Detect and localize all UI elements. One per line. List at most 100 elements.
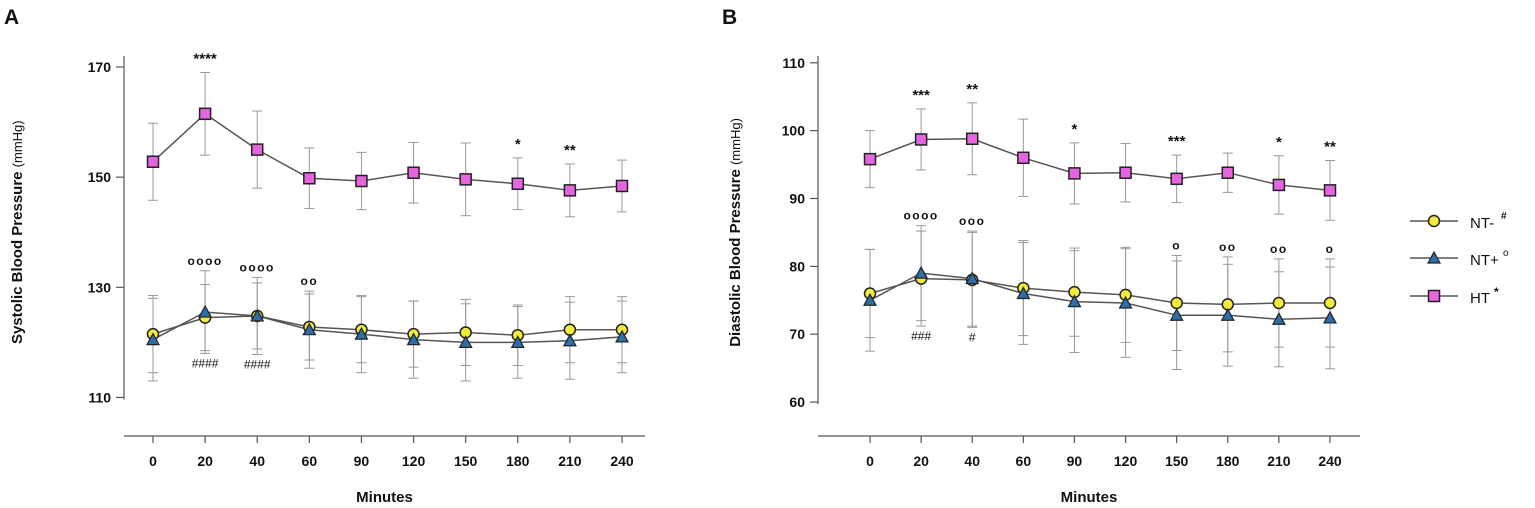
panel-b-y-tick-label: 100: [782, 123, 806, 139]
panel-a-significance-label: *: [515, 136, 521, 153]
panel-b-y-tick-label: 80: [789, 258, 805, 274]
panel-a-significance-label: oooo: [240, 260, 275, 274]
panel-b-series-line-ht: [869, 138, 1331, 192]
panel-b-significance-label: o: [1172, 239, 1181, 253]
panel-b-significance-label: ***: [1168, 133, 1186, 150]
legend-item-nt-plus: NT+ o: [1410, 248, 1509, 269]
panel-b-point-nt-plus: [1016, 286, 1031, 300]
panel-b-point-nt-plus: [862, 293, 878, 306]
panel-b-x-tick-label: 210: [1267, 453, 1291, 469]
panel-a-x-tick-label: 210: [558, 453, 582, 469]
panel-a-series-line-nt-minus: [152, 315, 622, 336]
legend-sup-ht: *: [1494, 285, 1499, 299]
panel-b-significance-label: #: [969, 330, 976, 344]
panel-a-x-axis-title: Minutes: [356, 489, 413, 506]
panel-a-x-tick-label: 150: [454, 453, 478, 469]
panel-b-significance-label: oooo: [903, 209, 938, 223]
panel-a-point-nt-plus: [354, 326, 369, 340]
panel-a-point-nt-plus: [198, 304, 213, 318]
panel-a-point-ht: [250, 143, 264, 156]
panel-b-y-tick-label: 70: [789, 326, 805, 342]
legend-item-ht: HT *: [1410, 285, 1499, 307]
panel-b-series-line-nt-minus: [869, 277, 1330, 306]
panel-b-x-tick-label: 40: [964, 453, 980, 469]
panel-a-point-ht: [459, 173, 472, 186]
legend: NT- # NT+ o HT *: [1410, 211, 1509, 307]
legend-sup-nt-plus: o: [1503, 248, 1509, 259]
panel-a-systolic-chart: 110 130 150 170 0 20 40 60 90 120 150 180 210 240 Minu…: [9, 51, 645, 506]
panel-a-point-ht: [303, 172, 316, 185]
panel-a-y-tick-label: 110: [88, 389, 111, 405]
panel-b-point-nt-plus: [1271, 312, 1286, 325]
panel-b-significance-label: ***: [912, 87, 930, 104]
panel-b-point-ht: [863, 152, 877, 166]
panel-b-point-nt-plus: [1169, 307, 1184, 321]
panel-a-series-line-ht: [152, 112, 623, 192]
panel-b-x-tick-label: 180: [1216, 453, 1240, 469]
panel-a-point-ht: [146, 155, 160, 168]
panel-b-point-ht: [1170, 172, 1183, 186]
panel-b-point-ht: [1221, 166, 1235, 179]
panel-b-point-nt-minus: [1272, 296, 1286, 310]
panel-a-significance-label: oo: [300, 274, 318, 288]
panel-b-y-axis-title-main: Diastolic Blood Pressure: [727, 165, 744, 347]
legend-item-nt-minus: NT- #: [1410, 211, 1507, 232]
panel-a-x-tick-label: 40: [249, 453, 265, 469]
legend-marker-ht: [1427, 289, 1441, 303]
panel-b-significance-label: **: [966, 81, 978, 98]
panel-a-x-tick-label: 90: [354, 453, 370, 469]
panel-b-point-ht: [1272, 178, 1286, 192]
panel-b-point-ht: [1068, 167, 1081, 180]
panel-b-point-nt-plus: [1322, 310, 1338, 324]
panel-b-x-tick-label: 150: [1165, 453, 1189, 469]
panel-a-y-tick-label: 170: [88, 59, 112, 75]
panel-a-point-ht: [407, 166, 420, 180]
panel-a-y-axis-title: Systolic Blood Pressure (mmHg): [9, 120, 26, 344]
panel-b-x-tick-label: 20: [913, 453, 929, 469]
panel-a-significance-label: ####: [192, 356, 219, 370]
panel-b-point-ht: [1323, 184, 1337, 197]
panel-b-x-tick-label: 90: [1067, 453, 1083, 469]
panel-b-y-tick-label: 90: [789, 191, 805, 207]
panel-b-significance-label: o: [1326, 242, 1335, 256]
panel-a-y-tick-label: 150: [88, 169, 112, 185]
panel-a-point-nt-plus: [510, 335, 525, 348]
panel-a-y-axis-title-unit: (mmHg): [10, 120, 25, 167]
panel-b-significance-label: **: [1324, 139, 1336, 156]
legend-label-ht: HT: [1470, 290, 1490, 307]
panel-a-y-axis-title-main: Systolic Blood Pressure: [9, 167, 26, 344]
panel-b-significance-label: *: [1276, 134, 1282, 151]
panel-b-point-nt-plus: [1067, 294, 1082, 308]
panel-a-significance-label: ####: [244, 357, 271, 371]
panel-b-point-nt-plus: [1118, 295, 1133, 309]
panel-b-y-axis-title: Diastolic Blood Pressure (mmHg): [727, 118, 744, 347]
panel-b-point-nt-plus: [1220, 307, 1235, 321]
panel-b-significance-label: oo: [1219, 240, 1237, 254]
panel-a-point-nt-plus: [458, 335, 473, 348]
panel-b-point-nt-minus: [1170, 296, 1183, 310]
legend-label-nt-minus: NT-: [1470, 215, 1494, 232]
panel-b-series-line-nt-plus: [869, 272, 1331, 321]
panel-a-point-nt-plus: [250, 308, 265, 322]
panel-b-point-ht: [1119, 166, 1132, 179]
panel-b-x-tick-label: 240: [1318, 453, 1342, 469]
panel-b-diastolic-chart: 60 70 80 90 100 110 0 20 40 60 90 120 150 180 210 240 Mi…: [727, 55, 1360, 506]
panel-b-point-ht: [965, 132, 979, 146]
legend-sup-nt-minus: #: [1501, 211, 1507, 222]
panel-a-point-ht: [355, 174, 368, 188]
panel-b-y-tick-label: 110: [782, 55, 805, 71]
panel-a-x-tick-label: 180: [506, 453, 530, 469]
panel-b-point-nt-plus: [965, 271, 980, 285]
panel-b-x-tick-label: 0: [866, 453, 874, 469]
panel-b-significance-label: ###: [911, 329, 931, 343]
legend-marker-nt-plus: [1426, 250, 1442, 264]
panel-a-x-tick-label: 120: [402, 453, 426, 469]
panel-a-letter: A: [4, 6, 19, 29]
panel-b-y-tick-label: 60: [789, 394, 805, 410]
panel-b-significance-label: ooo: [959, 214, 986, 228]
panel-b-point-ht: [1017, 151, 1030, 165]
panel-a-point-ht: [511, 177, 525, 191]
panel-a-significance-label: **: [564, 142, 576, 159]
panel-a-point-nt-plus: [406, 332, 421, 346]
